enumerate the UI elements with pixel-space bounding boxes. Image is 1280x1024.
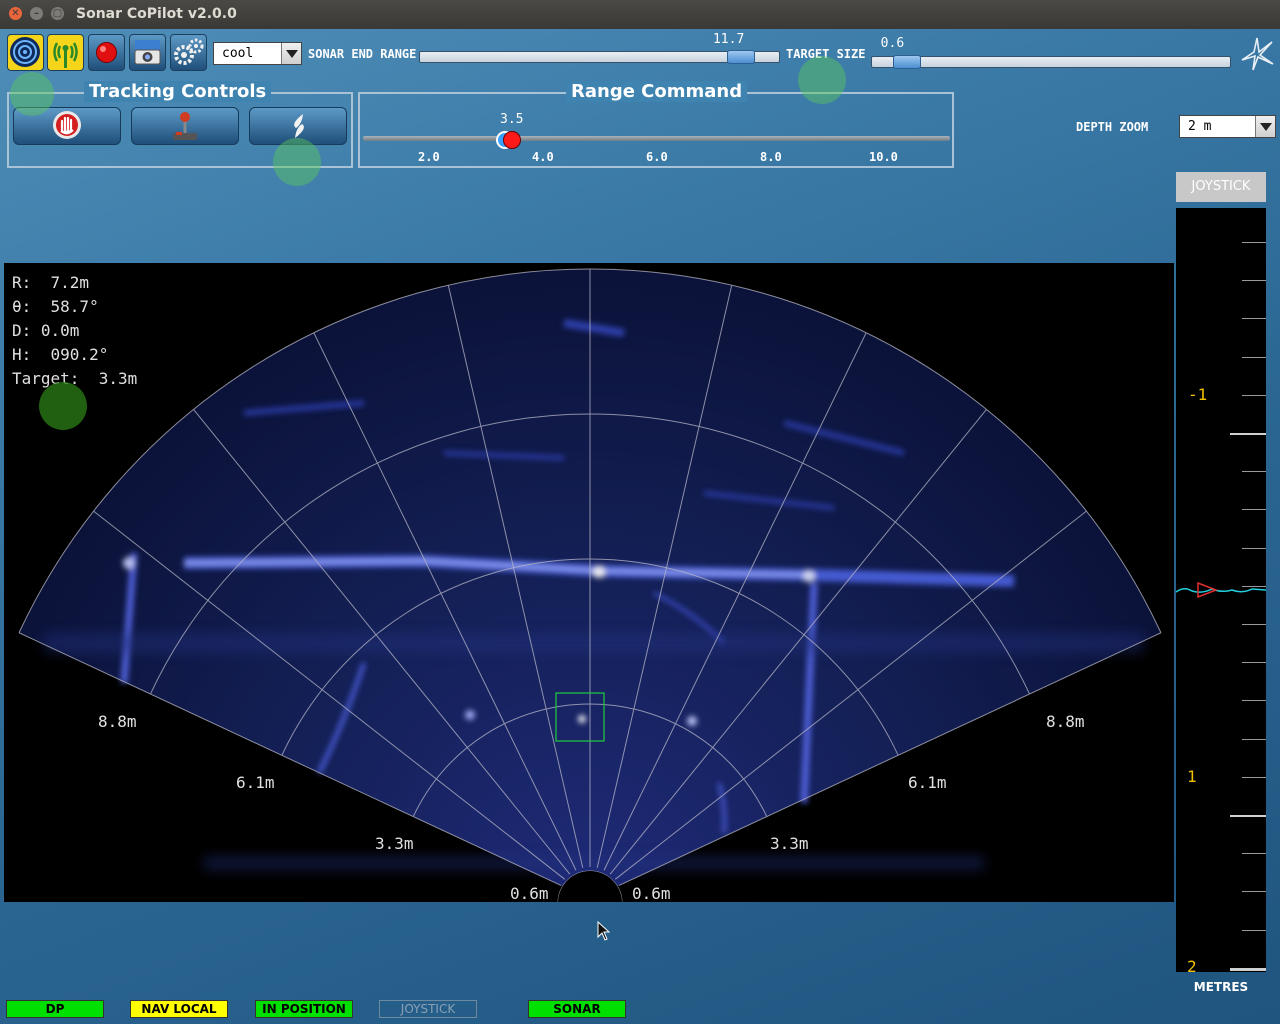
- camera-icon: [134, 40, 161, 65]
- status-sonar: SONAR: [528, 1000, 626, 1018]
- target-box: [555, 692, 605, 742]
- sonar-fan-image: [18, 268, 1162, 902]
- app-logo-icon: [1241, 37, 1274, 71]
- depth-tick: [1242, 356, 1266, 358]
- propeller-icon: [294, 114, 304, 138]
- stop-hand-icon: [53, 111, 81, 139]
- range-command-handle[interactable]: [503, 131, 521, 149]
- window-close-button[interactable]: ✕: [9, 7, 22, 20]
- sonar-end-range-handle[interactable]: [726, 50, 755, 64]
- depth-tick: [1242, 318, 1266, 320]
- range-label-left: 3.3m: [375, 834, 414, 853]
- touch-indicator: [10, 72, 54, 116]
- depth-trace-icon: [1176, 581, 1266, 599]
- depth-tick: [1242, 624, 1266, 625]
- range-command-value: 3.5: [500, 112, 524, 127]
- depth-tick: [1242, 738, 1266, 740]
- range-command-tick: 4.0: [532, 150, 554, 164]
- sonar-end-range-value: 11.7: [712, 32, 745, 47]
- title-bar: ✕ – ▢ Sonar CoPilot v2.0.0: [0, 0, 1280, 29]
- depth-tick: [1242, 547, 1266, 549]
- gears-icon: [174, 38, 204, 65]
- range-label-right: 6.1m: [908, 773, 947, 792]
- depth-tick: [1230, 815, 1266, 817]
- touch-indicator: [39, 382, 87, 430]
- depth-tick: [1242, 929, 1266, 931]
- depth-zoom-select[interactable]: 2 m: [1179, 115, 1276, 138]
- joystick-toggle-button[interactable]: JOYSTICK: [1176, 172, 1266, 202]
- palette-select[interactable]: cool: [213, 42, 302, 65]
- window-title: Sonar CoPilot v2.0.0: [76, 6, 237, 22]
- record-icon: [96, 42, 117, 63]
- depth-tick: [1242, 700, 1266, 702]
- status-joystick: JOYSTICK: [379, 1000, 477, 1018]
- antenna-button[interactable]: [47, 34, 84, 71]
- palette-select-value: cool: [222, 46, 254, 61]
- depth-gauge: -1 1 2: [1176, 208, 1266, 972]
- depth-label: 2: [1187, 957, 1197, 972]
- depth-tick: [1230, 968, 1266, 971]
- depth-tick: [1242, 853, 1266, 855]
- depth-tick: [1242, 471, 1266, 473]
- depth-zoom-value: 2 m: [1188, 119, 1212, 134]
- depth-units-label: METRES: [1193, 980, 1249, 994]
- readout-bearing: θ: 58.7°: [12, 297, 99, 316]
- record-button[interactable]: [88, 34, 125, 71]
- depth-tick: [1242, 280, 1266, 282]
- window-maximize-button[interactable]: ▢: [51, 7, 64, 20]
- stop-tracking-button[interactable]: [13, 107, 121, 145]
- propeller-button[interactable]: [249, 107, 347, 145]
- status-nav-local: NAV LOCAL: [130, 1000, 228, 1018]
- readout-depth: D: 0.0m: [12, 321, 80, 340]
- sonar-end-range-slider[interactable]: [419, 51, 780, 63]
- range-command-tick: 2.0: [418, 150, 440, 164]
- range-label-right: 3.3m: [770, 834, 809, 853]
- depth-tick: [1242, 585, 1266, 587]
- chevron-down-icon[interactable]: [281, 43, 301, 64]
- target-size-handle[interactable]: [892, 55, 921, 69]
- target-size-value: 0.6: [880, 36, 905, 51]
- depth-tick: [1242, 891, 1266, 893]
- sonar-view-button[interactable]: [7, 34, 44, 71]
- camera-button[interactable]: [129, 34, 166, 71]
- status-dp: DP: [6, 1000, 104, 1018]
- depth-tick: [1242, 509, 1266, 511]
- tracking-controls-title: Tracking Controls: [84, 81, 272, 102]
- range-command-slider[interactable]: [363, 136, 950, 141]
- range-label-right: 8.8m: [1046, 712, 1085, 731]
- joystick-icon: [173, 112, 197, 140]
- range-command-tick: 8.0: [760, 150, 782, 164]
- depth-label: 1: [1187, 767, 1197, 786]
- joystick-mode-button[interactable]: [131, 107, 239, 145]
- touch-indicator: [798, 56, 846, 104]
- mouse-cursor-icon: [597, 921, 611, 941]
- settings-button[interactable]: [170, 34, 207, 71]
- sonar-view[interactable]: R: 7.2m θ: 58.7° D: 0.0m H: 090.2° Targe…: [4, 263, 1174, 902]
- readout-heading: H: 090.2°: [12, 345, 109, 364]
- range-command-title: Range Command: [566, 81, 748, 102]
- touch-indicator: [273, 138, 321, 186]
- range-label-right: 0.6m: [632, 884, 671, 902]
- status-in-position: IN POSITION: [255, 1000, 353, 1018]
- range-label-left: 0.6m: [510, 884, 549, 902]
- window-minimize-button[interactable]: –: [30, 7, 43, 20]
- readout-range: R: 7.2m: [12, 273, 90, 292]
- antenna-icon: [53, 42, 78, 68]
- target-size-slider[interactable]: [871, 56, 1231, 68]
- depth-tick: [1242, 242, 1266, 243]
- depth-tick: [1242, 662, 1266, 664]
- range-command-tick: 6.0: [646, 150, 668, 164]
- range-command-tick: 10.0: [869, 150, 898, 164]
- depth-label: -1: [1188, 385, 1208, 404]
- sonar-end-range-label: SONAR END RANGE: [308, 47, 417, 61]
- range-label-left: 6.1m: [236, 773, 275, 792]
- target-size-label: TARGET SIZE: [786, 47, 866, 61]
- sonar-view-icon: [10, 37, 40, 67]
- depth-zoom-label: DEPTH ZOOM: [1076, 120, 1149, 134]
- chevron-down-icon[interactable]: [1255, 116, 1275, 137]
- depth-tick: [1230, 433, 1266, 435]
- range-label-left: 8.8m: [98, 712, 137, 731]
- depth-tick: [1242, 776, 1266, 778]
- depth-tick: [1242, 394, 1266, 396]
